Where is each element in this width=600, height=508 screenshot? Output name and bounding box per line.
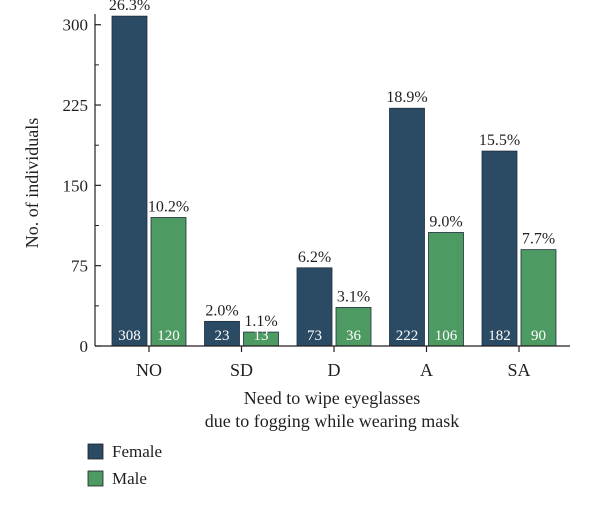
- bar-male-no: [150, 217, 187, 347]
- count-label: 222: [396, 328, 419, 344]
- x-tick-label: SA: [507, 360, 530, 380]
- y-tick-label: 300: [63, 16, 89, 35]
- x-tick-label: D: [328, 360, 341, 380]
- x-tick-label: A: [420, 360, 433, 380]
- x-axis-title-line-1: Need to wipe eyeglasses: [244, 388, 420, 408]
- count-label: 36: [346, 328, 362, 344]
- percent-label: 9.0%: [429, 213, 462, 230]
- legend-swatch-male: [87, 470, 104, 487]
- percent-label: 3.1%: [337, 288, 370, 305]
- percent-label: 2.0%: [205, 302, 238, 319]
- legend: Female Male: [87, 442, 162, 488]
- x-axis-title-line-2: due to fogging while wearing mask: [205, 411, 459, 431]
- legend-label-female: Female: [112, 442, 162, 461]
- y-axis-title: No. of individuals: [22, 118, 42, 249]
- count-label: 90: [531, 328, 546, 344]
- percent-label: 18.9%: [386, 89, 427, 106]
- bars-layer: [111, 15, 557, 347]
- percent-label: 10.2%: [148, 198, 189, 215]
- percent-label: 26.3%: [109, 0, 150, 14]
- bar-female-d: [296, 267, 333, 347]
- count-label: 13: [254, 328, 269, 344]
- bar-female-a: [389, 107, 425, 347]
- x-tick-label: NO: [136, 360, 162, 380]
- count-label: 308: [118, 328, 141, 344]
- bar-female-sa: [481, 150, 518, 347]
- y-tick-label: 0: [80, 337, 89, 356]
- y-tick-label: 225: [63, 96, 89, 115]
- count-label: 106: [435, 328, 458, 344]
- y-tick-label: 150: [63, 176, 89, 195]
- bar-male-d: [335, 307, 372, 347]
- y-tick-label: 75: [71, 257, 88, 276]
- count-label: 182: [488, 328, 511, 344]
- count-label: 120: [157, 328, 180, 344]
- ticks-layer: 0 75 150 225 300 NO SD D A SA: [63, 16, 531, 380]
- x-tick-label: SD: [230, 360, 253, 380]
- legend-swatch-female: [87, 443, 104, 460]
- legend-label-male: Male: [112, 469, 147, 488]
- bar-female-no: [111, 15, 148, 347]
- percent-label: 6.2%: [298, 249, 331, 266]
- bar-female-sd: [204, 320, 240, 347]
- count-label: 73: [307, 328, 322, 344]
- percent-label: 7.7%: [522, 231, 555, 248]
- percent-label: 15.5%: [479, 132, 520, 149]
- labels-layer: 26.3% 308 10.2% 120 2.0% 23 1.1%13 6.2% 73 3.1% 36…: [109, 0, 555, 344]
- count-label: 23: [215, 328, 230, 344]
- percent-label: 1.1%: [244, 313, 277, 330]
- axes-layer: [94, 14, 570, 347]
